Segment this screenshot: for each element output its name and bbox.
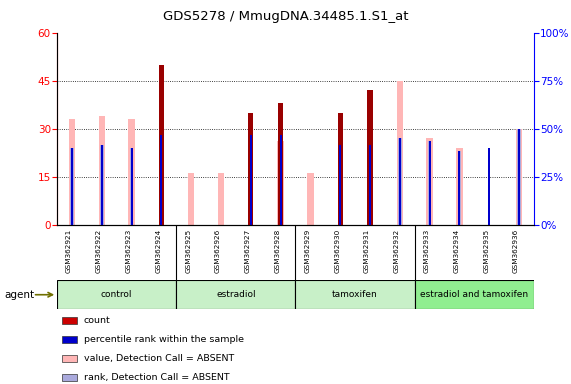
Text: agent: agent	[5, 290, 35, 300]
Text: GSM362933: GSM362933	[424, 228, 429, 273]
Bar	[428, 141, 431, 225]
Bar	[69, 119, 75, 225]
Text: GSM362932: GSM362932	[394, 228, 400, 273]
Text: estradiol: estradiol	[216, 290, 256, 299]
Bar	[248, 113, 254, 225]
Bar	[278, 103, 283, 225]
Text: GSM362928: GSM362928	[275, 228, 280, 273]
Bar	[396, 81, 403, 225]
Text: estradiol and tamoxifen: estradiol and tamoxifen	[420, 290, 528, 299]
Bar	[517, 129, 521, 225]
Text: GSM362935: GSM362935	[483, 228, 489, 273]
Bar	[99, 116, 105, 225]
Text: GSM362921: GSM362921	[66, 228, 72, 273]
Bar	[100, 145, 103, 225]
Bar	[71, 148, 73, 225]
Text: tamoxifen: tamoxifen	[332, 290, 378, 299]
Bar	[62, 374, 78, 381]
Text: percentile rank within the sample: percentile rank within the sample	[83, 335, 243, 344]
Text: GSM362923: GSM362923	[126, 228, 131, 273]
Text: GSM362922: GSM362922	[96, 228, 102, 273]
Text: GSM362925: GSM362925	[185, 228, 191, 273]
Bar	[160, 135, 162, 225]
Bar	[456, 148, 463, 225]
Text: GSM362931: GSM362931	[364, 228, 370, 273]
Bar	[250, 135, 252, 225]
Bar	[457, 151, 461, 225]
Bar	[159, 65, 164, 225]
Bar	[130, 148, 134, 225]
Text: GSM362936: GSM362936	[513, 228, 519, 273]
Text: control: control	[101, 290, 132, 299]
Bar	[518, 129, 520, 225]
Bar	[176, 280, 296, 309]
Text: GSM362930: GSM362930	[334, 228, 340, 273]
Bar	[339, 145, 341, 225]
Bar	[62, 336, 78, 343]
Bar	[459, 151, 460, 225]
Bar	[278, 141, 284, 225]
Bar	[516, 129, 522, 225]
Bar	[62, 317, 78, 324]
Bar	[70, 148, 74, 225]
Bar	[337, 113, 343, 225]
Bar	[398, 138, 401, 225]
Text: GSM362924: GSM362924	[155, 228, 162, 273]
Bar	[369, 145, 371, 225]
Text: rank, Detection Call = ABSENT: rank, Detection Call = ABSENT	[83, 373, 229, 382]
Bar	[399, 138, 401, 225]
Text: GSM362934: GSM362934	[453, 228, 460, 273]
Text: GSM362929: GSM362929	[304, 228, 311, 273]
Text: GDS5278 / MmugDNA.34485.1.S1_at: GDS5278 / MmugDNA.34485.1.S1_at	[163, 10, 408, 23]
Bar	[307, 174, 313, 225]
Bar	[188, 174, 195, 225]
Bar	[57, 280, 176, 309]
Bar	[296, 280, 415, 309]
Bar	[218, 174, 224, 225]
Bar	[427, 138, 433, 225]
Text: GSM362927: GSM362927	[245, 228, 251, 273]
Text: GSM362926: GSM362926	[215, 228, 221, 273]
Bar	[100, 145, 103, 225]
Bar	[279, 174, 283, 225]
Text: count: count	[83, 316, 110, 325]
Bar	[367, 90, 373, 225]
Bar	[488, 148, 490, 225]
Bar	[62, 355, 78, 362]
Text: value, Detection Call = ABSENT: value, Detection Call = ABSENT	[83, 354, 234, 363]
Bar	[415, 280, 534, 309]
Bar	[429, 141, 431, 225]
Bar	[280, 135, 282, 225]
Bar	[128, 119, 135, 225]
Bar	[131, 148, 132, 225]
